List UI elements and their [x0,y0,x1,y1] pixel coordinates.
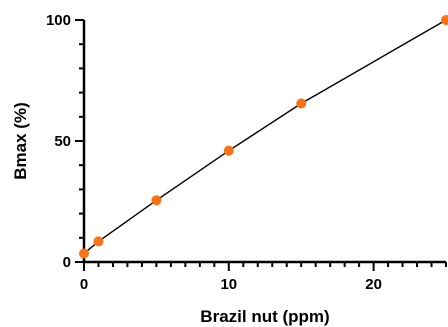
tick-labels: 0 10 20 0 50 100 [46,12,382,293]
data-point [296,98,307,109]
x-axis-title: Brazil nut (ppm) [200,307,329,326]
data-points [79,15,448,259]
y-tick-label: 50 [54,133,71,150]
series-line [83,19,447,255]
y-tick-label: 0 [63,254,71,271]
minor-ticks [79,43,447,267]
major-ticks [75,19,375,271]
y-axis-title: Bmax (%) [11,102,30,179]
data-point [151,195,162,206]
data-point [79,248,89,259]
x-tick-label: 10 [220,276,237,293]
x-tick-label: 0 [80,276,88,293]
y-tick-label: 100 [46,12,71,29]
data-point [93,236,104,247]
x-tick-label: 20 [365,276,382,293]
data-point [441,15,448,25]
data-point [223,145,234,156]
